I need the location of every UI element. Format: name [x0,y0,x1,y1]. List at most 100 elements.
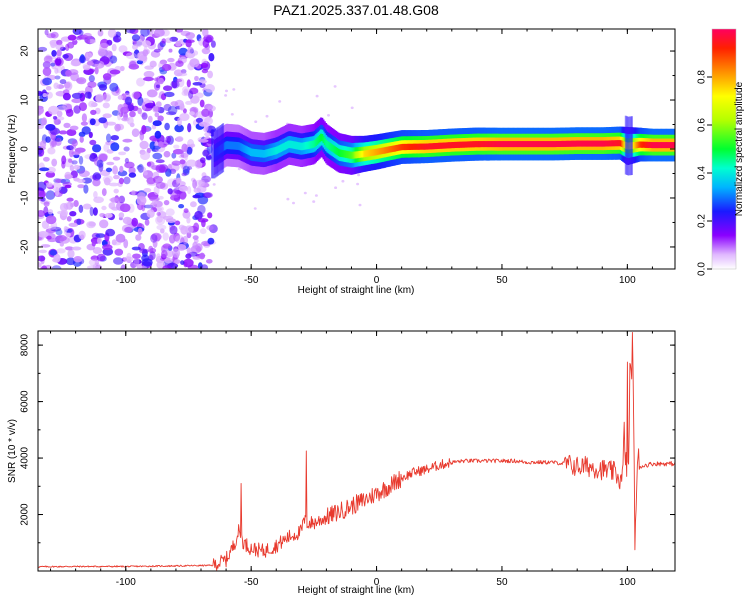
noise-blob [156,224,167,231]
noise-blob [90,109,97,115]
noise-blob [132,44,138,50]
noise-blob [186,217,191,224]
colorbar-label: Normalized spectral amplitude [734,81,745,216]
track-cell [667,142,670,149]
noise-blob [97,237,102,245]
track-cell [336,147,339,156]
noise-blob [102,113,112,119]
noise-blob [76,218,82,225]
noise-blob [42,67,52,77]
noise-blob [83,32,92,38]
noise-blob [154,112,160,118]
noise-blob [94,66,99,75]
noise-blob [152,120,162,127]
track-cell [390,146,393,153]
noise-blob [62,103,73,110]
track-cell [621,140,623,147]
noise-blob [205,36,213,43]
noise-blob [50,226,62,232]
track-cell [424,143,427,150]
noise-blob [45,86,52,91]
noise-blob [168,48,173,53]
noise-blob [163,85,173,91]
track-cell [579,140,582,147]
noise-blob [119,165,124,173]
track-cell [391,145,394,152]
track-cell [612,140,615,147]
track-cell [367,149,370,157]
track-cell [392,145,395,152]
noise-blob [76,77,87,85]
track-cell [288,140,291,148]
track-cell [410,143,413,150]
track-cell [213,129,216,179]
track-cell [626,116,628,175]
colorbar-tick-label: 0.2 [697,214,708,228]
noise-blob [102,244,113,251]
noise-blob [155,84,160,89]
track-cell [486,141,489,148]
track-cell [315,138,317,146]
noise-blob [153,175,163,184]
track-cell [622,141,625,148]
track-cell [583,140,586,147]
snr-x-tick-label: 0 [374,577,380,588]
noise-blob [183,208,189,214]
track-cell [450,142,453,149]
noise-blob [185,39,192,48]
track-cell [567,140,570,147]
track-cell [552,141,554,148]
noise-blob [176,244,187,251]
track-cell [265,149,267,158]
colorbar-tick-label: 0.8 [697,70,708,84]
noise-blob [81,126,91,135]
noise-blob [47,225,57,230]
track-cell [651,142,654,149]
noise-blob [186,79,191,88]
noise-blob [77,184,85,189]
track-cell [357,151,360,158]
track-cell [440,142,443,149]
noise-blob [155,101,162,108]
track-cell [341,149,344,158]
noise-blob [105,167,113,173]
track-cell [493,141,496,148]
noise-blob [120,106,129,114]
track-cell [404,143,406,151]
track-cell [369,149,371,157]
track-cell [537,141,539,148]
track-cell [559,141,562,147]
noise-blob [86,265,98,269]
noise-blob [356,182,360,186]
track-cell [609,140,612,147]
track-cell [639,141,642,148]
snr-y-tick-label: 8000 [20,334,31,357]
track-cell [295,141,297,150]
track-cell [311,140,314,149]
track-cell [494,141,497,148]
track-cell [292,141,295,149]
noise-blob [102,73,112,81]
track-cell [258,149,261,158]
noise-blob [155,181,166,189]
noise-blob [155,164,166,174]
noise-blob [141,40,152,48]
noise-blob [47,147,56,155]
track-cell [550,141,553,148]
track-cell [459,141,462,148]
track-cell [483,141,485,148]
spectrogram-x-tick-label: 50 [496,275,508,286]
noise-blob [99,213,106,218]
track-cell [371,149,374,156]
noise-blob [161,63,172,72]
track-cell [593,140,596,147]
colorbar-tick-label: 0.6 [697,118,708,132]
noise-blob [111,110,120,116]
noise-blob [169,234,176,244]
noise-blob [312,200,316,203]
noise-blob [139,248,149,254]
track-cell [386,146,389,154]
track-cell [287,140,290,149]
track-cell [524,141,527,148]
noise-blob [185,159,197,167]
